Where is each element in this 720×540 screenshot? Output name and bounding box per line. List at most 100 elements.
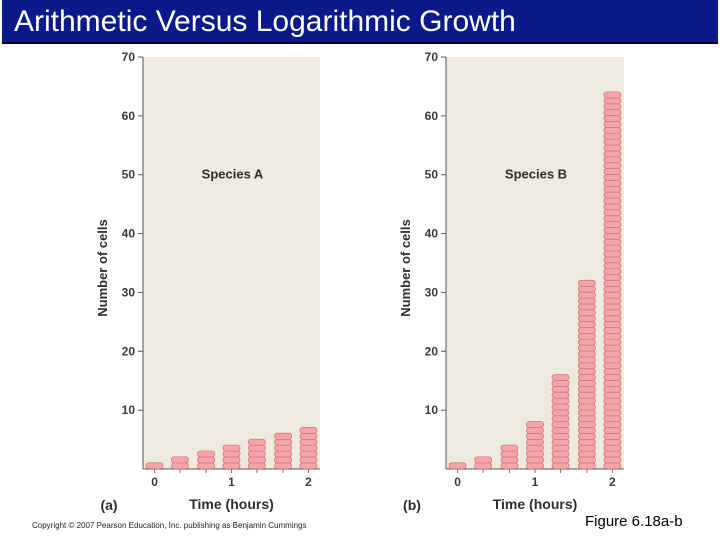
- cell: [603, 256, 622, 264]
- cell-stack: [248, 438, 266, 470]
- x-axis-label: Time (hours): [189, 496, 274, 512]
- x-tick-label: 0: [454, 475, 461, 489]
- cell-stack: [299, 427, 318, 470]
- cell: [551, 374, 570, 381]
- y-tick-label: 20: [425, 344, 439, 358]
- cell: [526, 421, 544, 428]
- cell: [603, 268, 622, 275]
- cell: [299, 438, 318, 446]
- cell: [526, 427, 544, 434]
- x-tick-label: 1: [532, 475, 539, 489]
- y-tick-label: 50: [122, 168, 136, 182]
- cell: [603, 321, 622, 328]
- cell: [603, 120, 622, 128]
- cell: [526, 450, 544, 458]
- cell: [551, 379, 570, 387]
- cell: [603, 203, 622, 211]
- cell: [222, 462, 241, 470]
- y-tick-label: 10: [425, 403, 439, 417]
- cell: [603, 432, 622, 440]
- cell: [603, 415, 622, 423]
- cell: [603, 126, 622, 134]
- chart-panel-a: 10 20 30 40 50 60 70 0 1 2 Species A Number of cell…: [95, 50, 320, 513]
- cell-stack: [526, 421, 544, 470]
- cell-stack: [603, 91, 622, 470]
- series-label: Species B: [505, 167, 567, 182]
- cell: [171, 462, 189, 470]
- cell: [603, 350, 622, 358]
- cell: [526, 438, 544, 446]
- cell: [578, 338, 596, 346]
- cell: [603, 303, 622, 311]
- y-tick-label: 70: [425, 50, 439, 64]
- cell: [248, 462, 266, 470]
- cell: [222, 450, 241, 458]
- cell: [603, 379, 622, 387]
- cell: [603, 309, 622, 317]
- cell: [578, 462, 596, 470]
- cell-stack: [197, 450, 215, 470]
- copyright-notice: Copyright © 2007 Pearson Education, Inc.…: [32, 521, 307, 530]
- cell: [248, 450, 266, 458]
- cell: [299, 462, 318, 470]
- cell: [603, 427, 622, 434]
- cell: [603, 315, 622, 323]
- cell: [603, 326, 622, 334]
- cell: [500, 450, 519, 458]
- cell-stack: [551, 374, 570, 470]
- y-tick-label: 70: [122, 50, 136, 64]
- cell: [578, 362, 596, 370]
- cell: [222, 456, 241, 464]
- cell: [603, 385, 622, 393]
- cell: [603, 421, 622, 428]
- cell: [603, 226, 622, 234]
- cell: [551, 427, 570, 434]
- cell-stack: [500, 444, 519, 470]
- cell: [578, 321, 596, 328]
- cell: [603, 221, 622, 228]
- cell: [603, 262, 622, 270]
- cell: [578, 309, 596, 317]
- cell: [526, 462, 544, 470]
- x-tick-label: 0: [151, 475, 158, 489]
- title-bar: Arithmetic Versus Logarithmic Growth: [2, 0, 718, 44]
- cell: [578, 356, 596, 364]
- cell: [603, 274, 622, 281]
- cell: [248, 444, 266, 452]
- cell: [500, 444, 519, 452]
- cell: [603, 368, 622, 375]
- cell: [578, 315, 596, 323]
- cell: [578, 291, 596, 299]
- cell: [603, 374, 622, 381]
- cell: [578, 421, 596, 428]
- cell: [578, 374, 596, 381]
- cell: [299, 444, 318, 452]
- cell: [603, 150, 622, 158]
- cell: [578, 450, 596, 458]
- y-tick-label: 50: [425, 168, 439, 182]
- cell: [603, 456, 622, 464]
- cell: [578, 391, 596, 399]
- cell: [603, 138, 622, 146]
- cell: [274, 450, 292, 458]
- cell: [603, 162, 622, 169]
- cell-stack: [474, 456, 492, 470]
- cell: [603, 362, 622, 370]
- x-tick-label: 1: [228, 475, 235, 489]
- cell: [578, 285, 596, 293]
- cell: [551, 462, 570, 470]
- cell: [197, 456, 215, 464]
- cell: [274, 444, 292, 452]
- cell: [603, 279, 622, 287]
- cell: [603, 250, 622, 258]
- y-tick-label: 30: [425, 285, 439, 299]
- cell: [474, 462, 492, 470]
- cell: [603, 450, 622, 458]
- cell: [603, 332, 622, 340]
- cell: [603, 397, 622, 405]
- plot-background: [143, 57, 320, 469]
- cell: [448, 462, 467, 470]
- y-tick-label: 30: [122, 285, 136, 299]
- cell-stack: [448, 462, 467, 470]
